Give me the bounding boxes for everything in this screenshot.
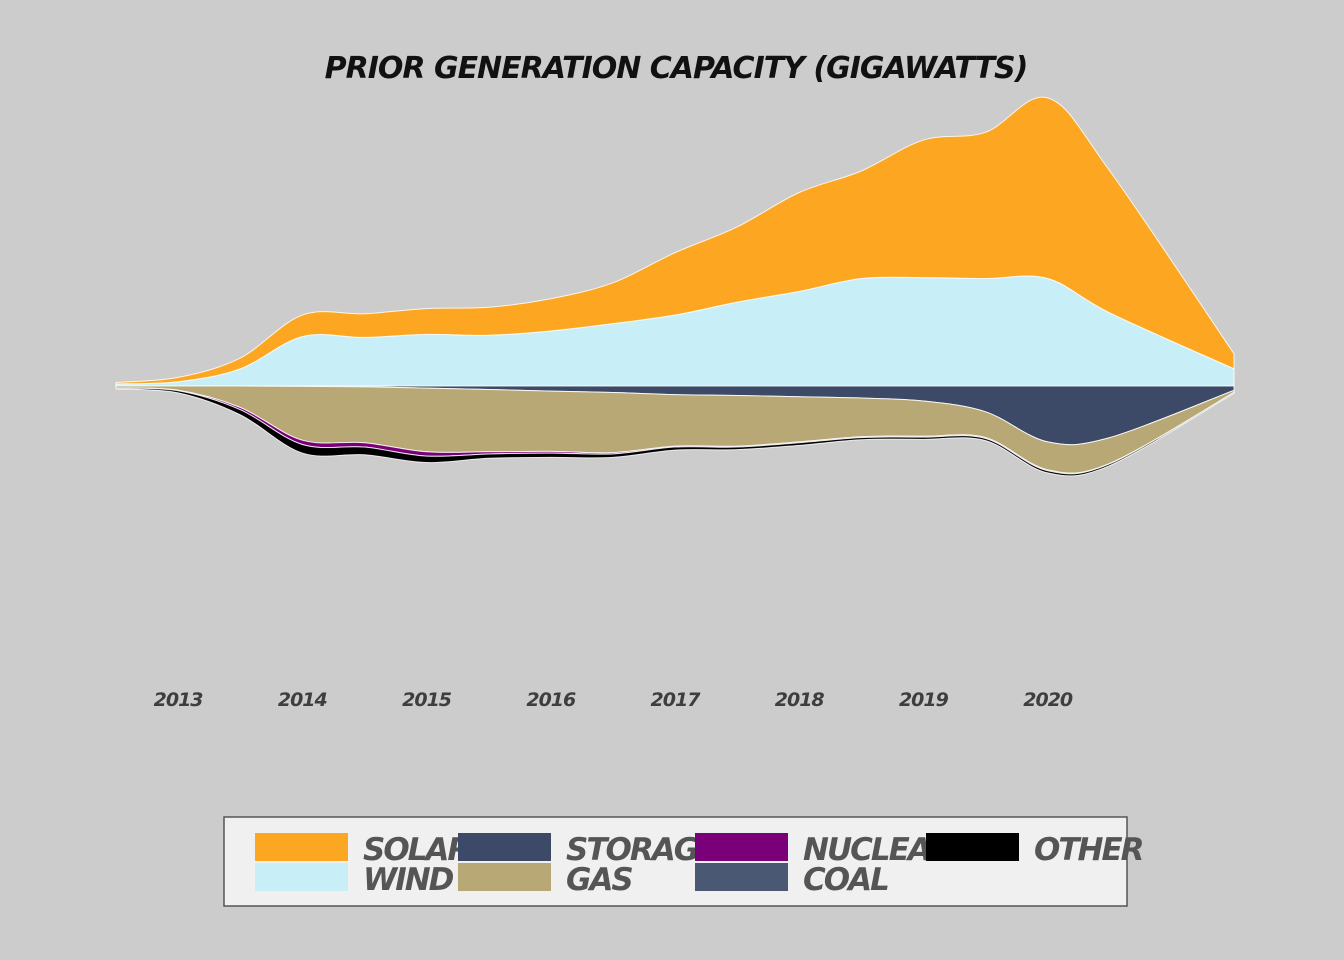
legend-label: OTHER — [1034, 832, 1143, 868]
legend-item-coal: COAL — [695, 862, 890, 898]
legend-swatch — [255, 833, 348, 861]
legend-box — [223, 816, 1128, 907]
legend-swatch — [458, 833, 551, 861]
legend-item-gas: GAS — [458, 862, 634, 898]
chart-title: PRIOR GENERATION CAPACITY (GIGAWATTS) — [325, 51, 1028, 86]
legend-label: SOLAR — [363, 832, 469, 868]
area-solar — [115, 96, 1235, 385]
legend-item-nuclear: NUCLEAR — [695, 832, 954, 868]
x-tick-label: 2020 — [1023, 689, 1073, 711]
x-tick-label: 2018 — [775, 689, 825, 711]
legend-item-wind: WIND — [255, 862, 456, 898]
x-tick-label: 2017 — [651, 689, 702, 711]
legend-swatch — [695, 863, 788, 891]
x-tick-label: 2014 — [278, 689, 328, 711]
x-tick-label: 2016 — [526, 689, 576, 711]
area-other — [115, 387, 1235, 477]
x-axis-ticks: 2013 2014 2015 2016 2017 2018 2019 2020 — [154, 689, 1074, 711]
legend-swatch — [458, 863, 551, 891]
legend-label: STORAGE — [566, 832, 718, 868]
legend-label: GAS — [566, 862, 632, 898]
legend-label: WIND — [363, 862, 454, 898]
stream-areas — [115, 96, 1235, 477]
legend-swatch — [695, 833, 788, 861]
x-tick-label: 2019 — [899, 689, 949, 711]
legend-label: COAL — [803, 862, 888, 898]
x-tick-label: 2013 — [154, 689, 204, 711]
legend-swatch — [926, 833, 1019, 861]
x-tick-label: 2015 — [402, 689, 452, 711]
legend-item-other: OTHER — [926, 832, 1145, 868]
legend-swatch — [255, 863, 348, 891]
legend-item-solar: SOLAR — [255, 832, 471, 868]
legend-item-storage: STORAGE — [458, 832, 720, 868]
